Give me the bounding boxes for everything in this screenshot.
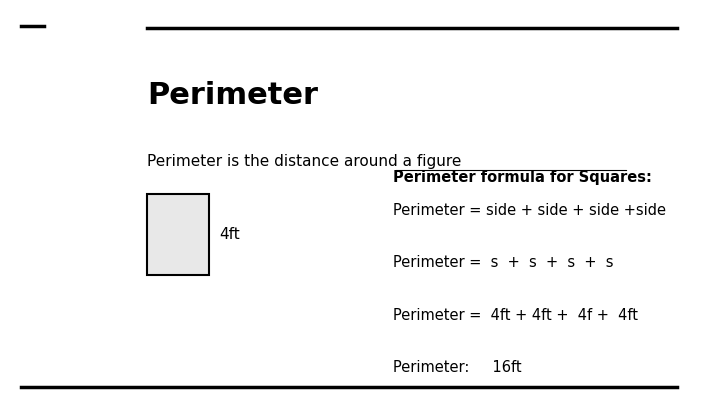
Text: Perimeter =  4ft + 4ft +  4f +  4ft: Perimeter = 4ft + 4ft + 4f + 4ft bbox=[393, 308, 639, 323]
Bar bbox=[147, 194, 209, 275]
Text: Perimeter = side + side + side +side: Perimeter = side + side + side +side bbox=[393, 202, 667, 217]
Text: Perimeter:     16ft: Perimeter: 16ft bbox=[393, 360, 522, 375]
Text: Perimeter: Perimeter bbox=[147, 81, 318, 110]
Text: Perimeter is the distance around a figure: Perimeter is the distance around a figur… bbox=[147, 154, 462, 169]
Text: Perimeter =  s  +  s  +  s  +  s: Perimeter = s + s + s + s bbox=[393, 255, 614, 270]
Text: Perimeter formula for Squares:: Perimeter formula for Squares: bbox=[393, 170, 652, 185]
Text: 4ft: 4ft bbox=[219, 227, 240, 243]
